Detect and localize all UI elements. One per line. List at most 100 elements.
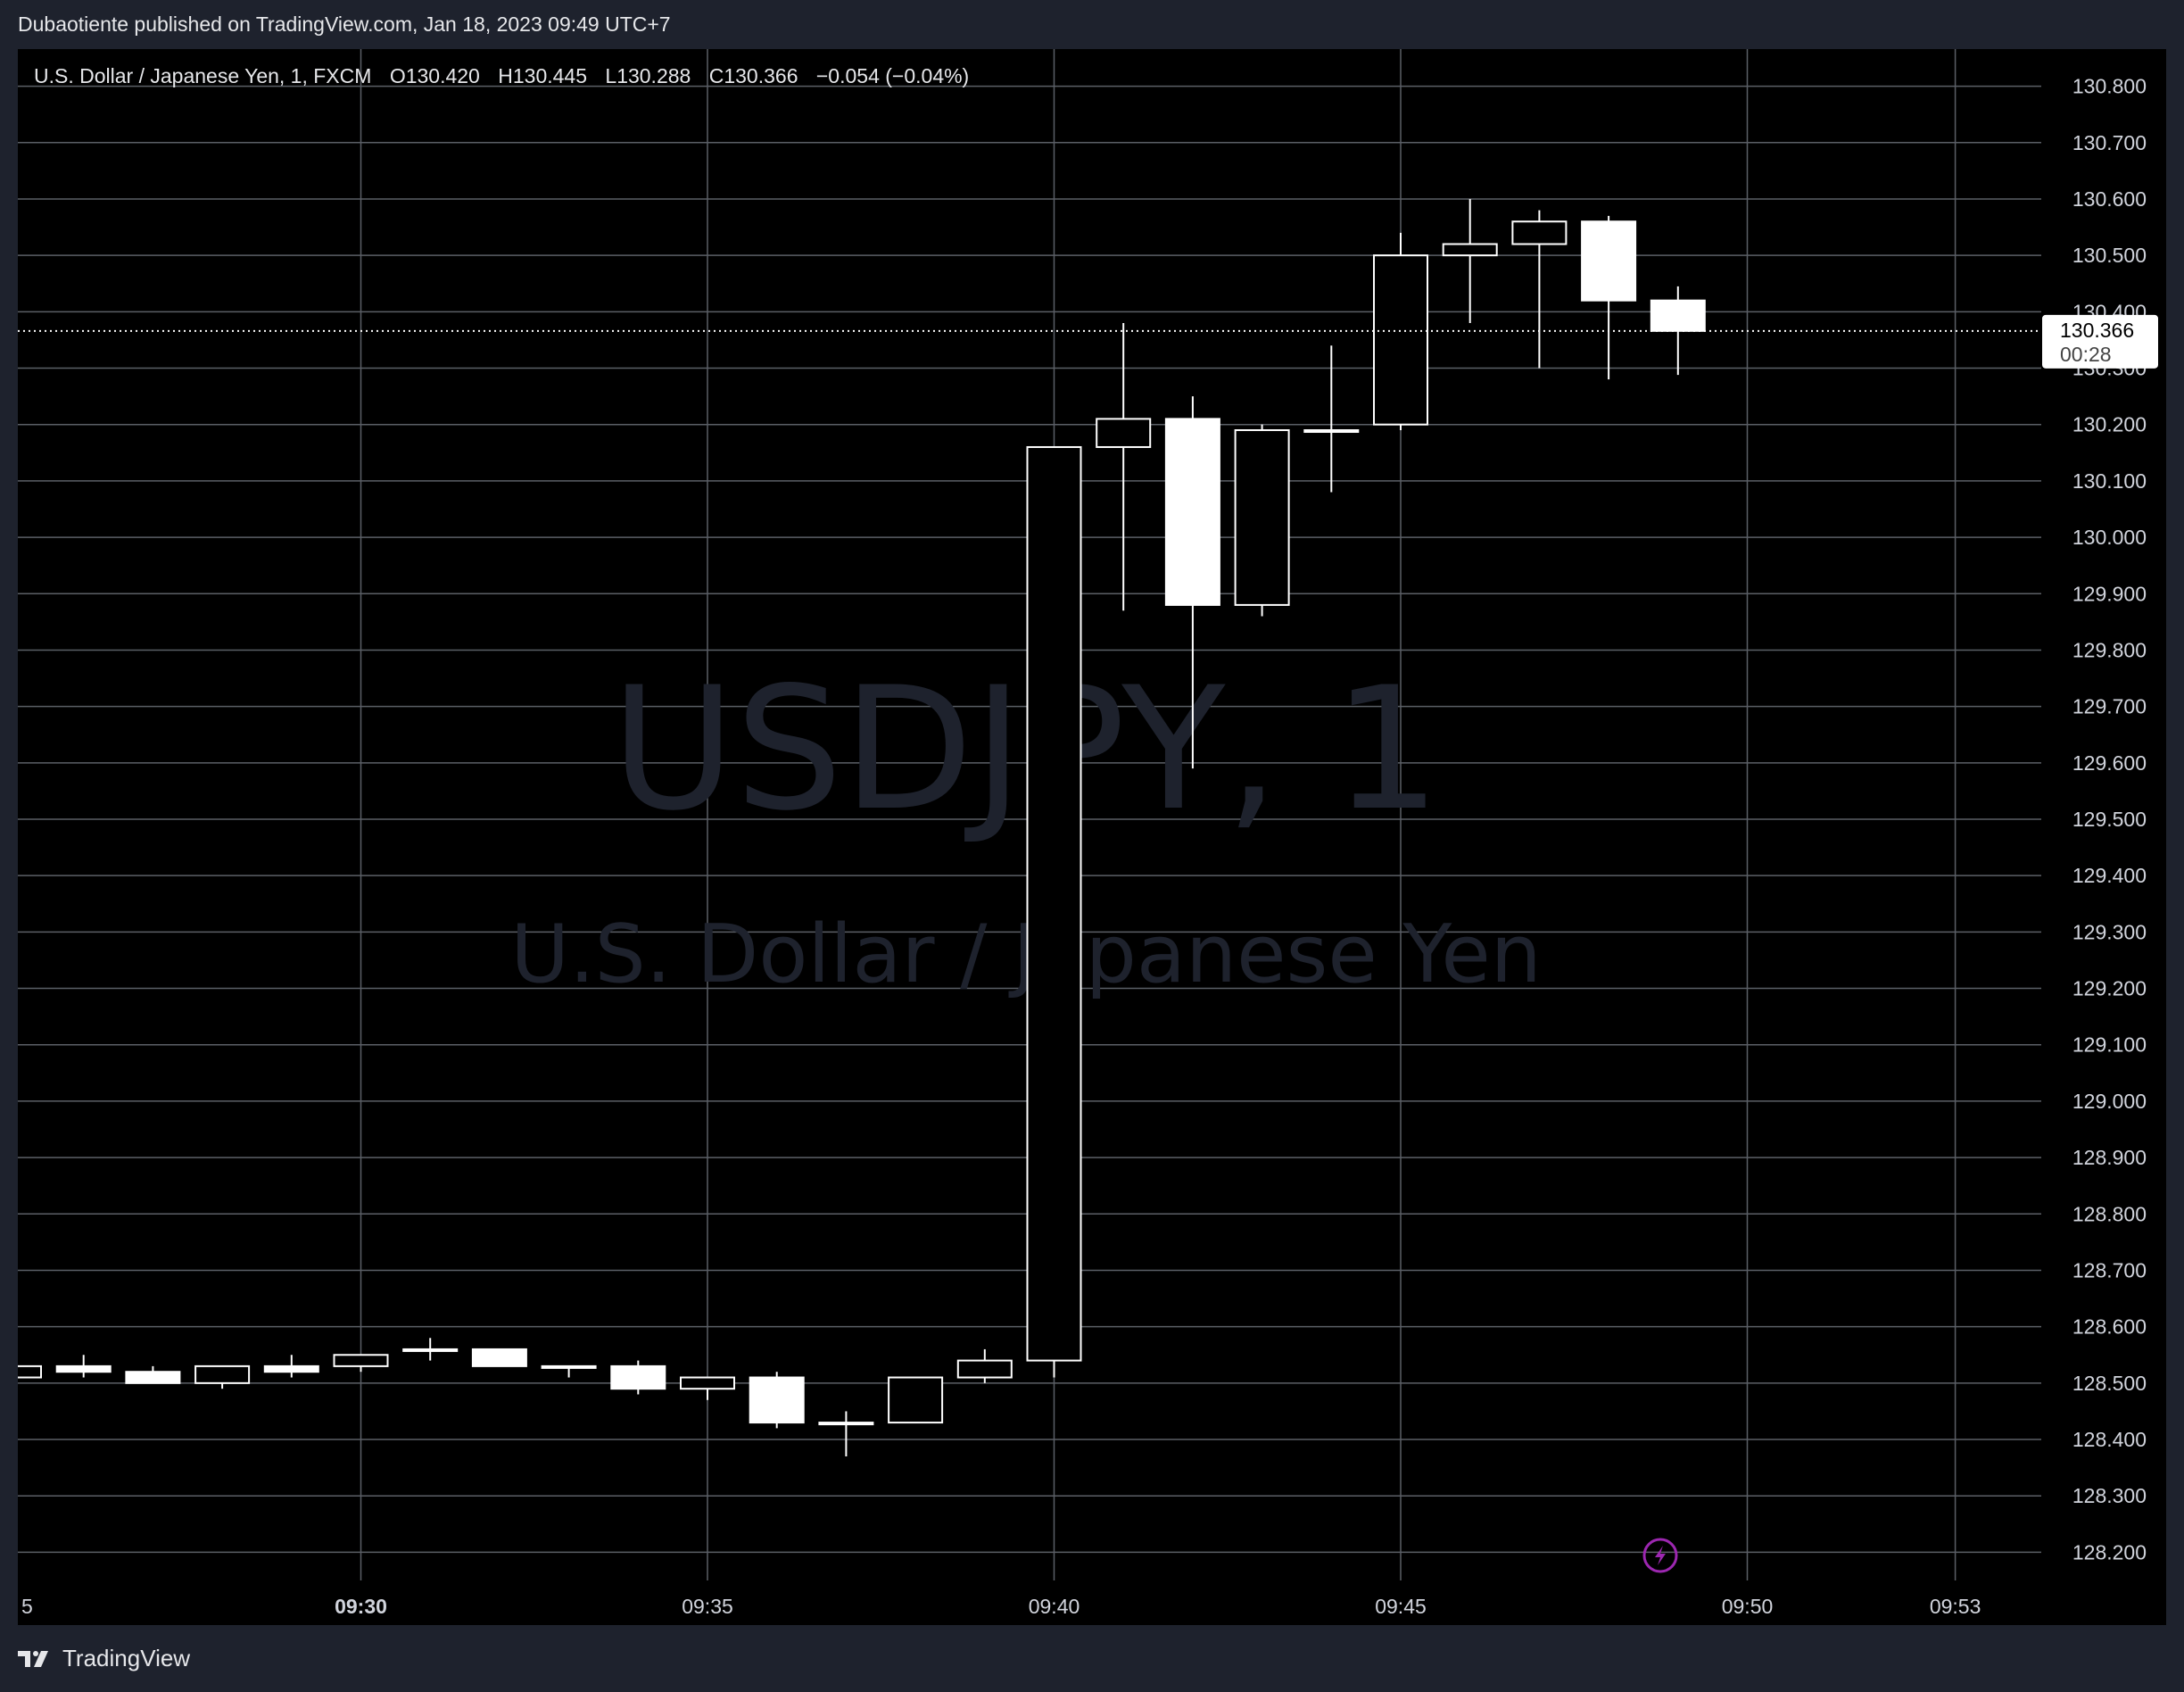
price-tick-label: 130.100	[2072, 469, 2147, 493]
time-tick-label: 5	[21, 1595, 33, 1618]
price-tick-label: 130.700	[2072, 131, 2147, 154]
candle[interactable]	[1581, 215, 1637, 380]
price-tick-label: 128.700	[2072, 1258, 2147, 1281]
legend-open-label: O	[390, 64, 406, 87]
legend-low-label: L	[605, 64, 616, 87]
candles	[18, 198, 1706, 1456]
candle-body-up	[956, 1359, 1013, 1379]
candle-body-up	[1442, 243, 1498, 257]
price-tick-label: 128.800	[2072, 1202, 2147, 1225]
price-tick-label: 129.900	[2072, 582, 2147, 605]
legend-instrument: U.S. Dollar / Japanese Yen, 1, FXCM	[34, 64, 371, 87]
candle-body-up	[888, 1376, 944, 1424]
candle[interactable]	[888, 1376, 944, 1424]
candle-body-down	[125, 1371, 181, 1384]
watermark-description: U.S. Dollar / Japanese Yen	[510, 908, 1542, 1001]
time-tick-label: 09:40	[1029, 1595, 1080, 1618]
price-tick-label: 129.600	[2072, 751, 2147, 775]
price-tick-label: 129.800	[2072, 638, 2147, 661]
time-tick-label: 09:45	[1375, 1595, 1427, 1618]
candle-body-up	[1096, 418, 1152, 448]
price-tick-label: 130.000	[2072, 526, 2147, 549]
last-price-tag-background	[2042, 314, 2158, 369]
candle[interactable]	[818, 1411, 874, 1456]
price-tick-label: 130.600	[2072, 187, 2147, 211]
candle[interactable]	[263, 1355, 319, 1378]
candle-body-down	[263, 1364, 319, 1373]
candle-body-down	[749, 1376, 805, 1424]
legend-high-value: 130.445	[513, 64, 587, 87]
candle-body-up	[1026, 445, 1082, 1362]
price-tick-label: 128.900	[2072, 1146, 2147, 1169]
candle[interactable]	[471, 1348, 527, 1367]
candle-body-down	[471, 1348, 527, 1367]
candle[interactable]	[55, 1355, 112, 1378]
price-tick-label: 129.100	[2072, 1033, 2147, 1057]
footer: TradingView	[18, 1645, 190, 1672]
candle-body-up	[402, 1348, 459, 1352]
legend-low-value: 130.288	[616, 64, 691, 87]
bar-countdown: 00:28	[2060, 343, 2112, 366]
candle-body-down	[1164, 418, 1220, 606]
footer-brand[interactable]: TradingView	[62, 1645, 191, 1671]
last-price-tag: 130.366 00:28	[2042, 314, 2158, 369]
candle-body-up	[1511, 220, 1568, 245]
candle[interactable]	[541, 1364, 597, 1378]
candle[interactable]	[1373, 232, 1428, 431]
price-tick-label: 129.000	[2072, 1090, 2147, 1113]
candle[interactable]	[1234, 424, 1290, 617]
candle[interactable]	[1164, 396, 1220, 769]
candlestick-chart[interactable]: USDJPY, 1 U.S. Dollar / Japanese Yen 128…	[18, 49, 2166, 1625]
candle[interactable]	[1442, 198, 1498, 323]
time-tick-label: 09:35	[682, 1595, 733, 1618]
candle-body-down	[1581, 220, 1637, 302]
candle[interactable]	[749, 1372, 805, 1429]
candle-body-up	[194, 1364, 251, 1384]
candle-body-up	[541, 1364, 597, 1369]
candle[interactable]	[194, 1364, 251, 1389]
price-tick-label: 128.600	[2072, 1315, 2147, 1339]
chart-legend: U.S. Dollar / Japanese Yen, 1, FXCM O130…	[34, 64, 969, 87]
time-axis[interactable]: 5 09:30 09:35 09:40 09:45 09:50 09:53	[21, 1595, 1981, 1618]
candle-body-up	[1234, 429, 1290, 606]
legend-change: −0.054 (−0.04%)	[816, 64, 969, 87]
legend-high-label: H	[498, 64, 513, 87]
price-tick-label: 130.200	[2072, 413, 2147, 436]
legend-close-label: C	[709, 64, 724, 87]
legend-close-value: 130.366	[724, 64, 798, 87]
candle-body-up	[1373, 254, 1428, 426]
candle[interactable]	[1096, 322, 1152, 611]
candle-body-up	[18, 1364, 42, 1379]
candle-body-up	[1303, 429, 1360, 434]
price-tick-label: 129.500	[2072, 808, 2147, 831]
candle[interactable]	[680, 1376, 735, 1400]
price-tick-label: 128.400	[2072, 1428, 2147, 1451]
price-axis[interactable]: 128.200 128.300 128.400 128.500 128.600 128.7…	[2072, 75, 2147, 1564]
candle-body-down	[1650, 299, 1706, 332]
flash-icon[interactable]	[1642, 1538, 1678, 1573]
candle[interactable]	[18, 1364, 42, 1383]
publisher-line: Dubaotiente published on TradingView.com…	[18, 12, 671, 36]
time-tick-label: 09:30	[335, 1595, 387, 1618]
watermark-symbol: USDJPY, 1	[611, 651, 1441, 848]
candle[interactable]	[125, 1365, 181, 1384]
candle[interactable]	[956, 1348, 1013, 1383]
candle-body-down	[610, 1364, 666, 1390]
candle[interactable]	[1303, 345, 1360, 493]
candle[interactable]	[402, 1338, 459, 1361]
chart-panel[interactable]: USDJPY, 1 U.S. Dollar / Japanese Yen 128…	[18, 49, 2166, 1625]
price-tick-label: 128.200	[2072, 1540, 2147, 1563]
candle-body-down	[55, 1364, 112, 1373]
time-tick-label: 09:50	[1722, 1595, 1774, 1618]
price-tick-label: 129.700	[2072, 695, 2147, 718]
price-tick-label: 130.800	[2072, 75, 2147, 98]
candle-body-up	[818, 1422, 874, 1426]
candle[interactable]	[1026, 445, 1082, 1378]
price-tick-label: 128.500	[2072, 1372, 2147, 1395]
candle[interactable]	[333, 1354, 389, 1373]
candle[interactable]	[610, 1360, 666, 1395]
legend-open-value: 130.420	[406, 64, 480, 87]
candle-body-up	[333, 1354, 389, 1367]
tradingview-logo-icon[interactable]	[18, 1649, 54, 1669]
candle[interactable]	[1511, 210, 1568, 369]
